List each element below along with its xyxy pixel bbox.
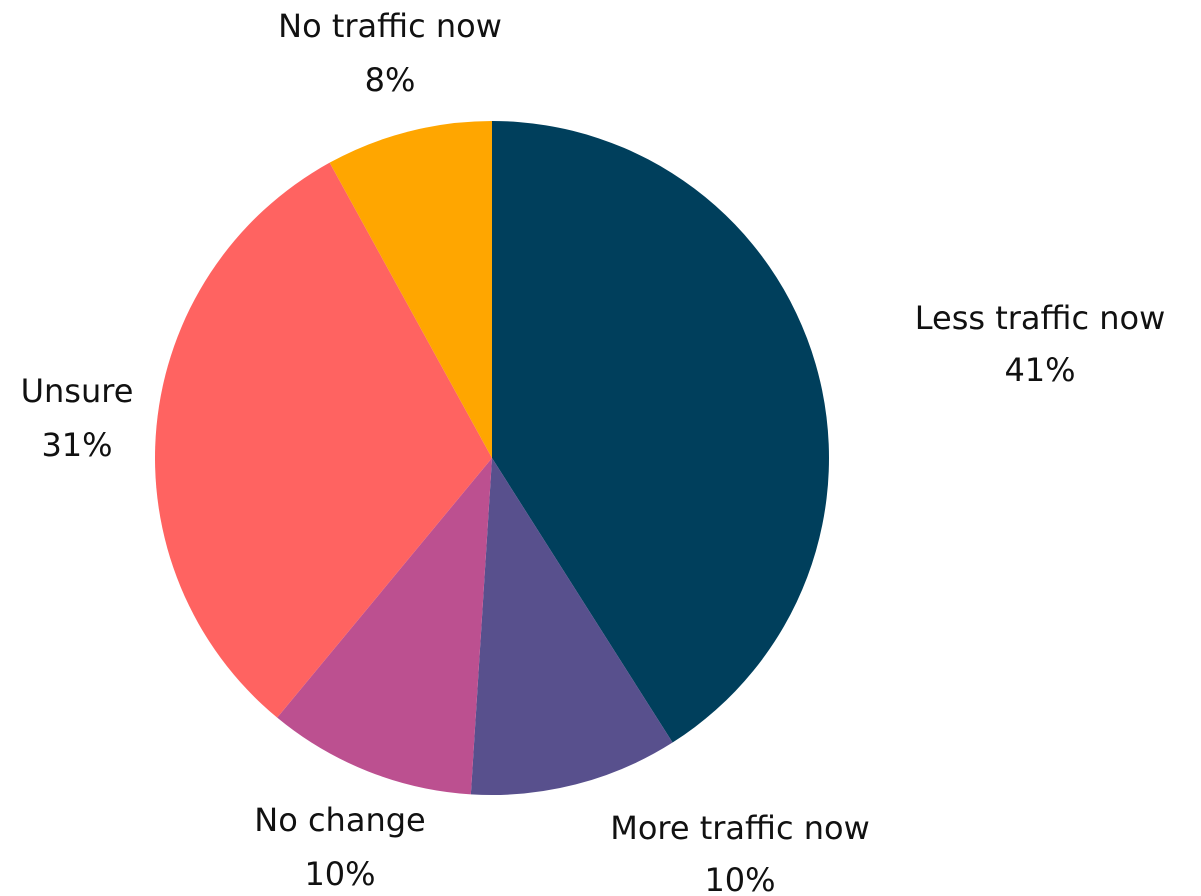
pie-slice [154,162,492,718]
slice-value-label: 31% [41,426,112,464]
slice-value-label: 10% [304,855,375,893]
pie-slice [470,458,673,795]
pie-slice [277,458,492,795]
slice-label: No traffic now [278,7,502,45]
pie-slice [329,121,492,458]
slice-label: Less traffic now [915,299,1166,337]
pie-slice [492,121,829,743]
slice-label: More traffic now [610,809,870,847]
slice-label: Unsure [21,372,134,410]
slice-value-label: 10% [704,861,775,896]
slice-value-label: 8% [365,61,416,99]
slice-value-label: 41% [1004,351,1075,389]
slice-label: No change [254,801,425,839]
